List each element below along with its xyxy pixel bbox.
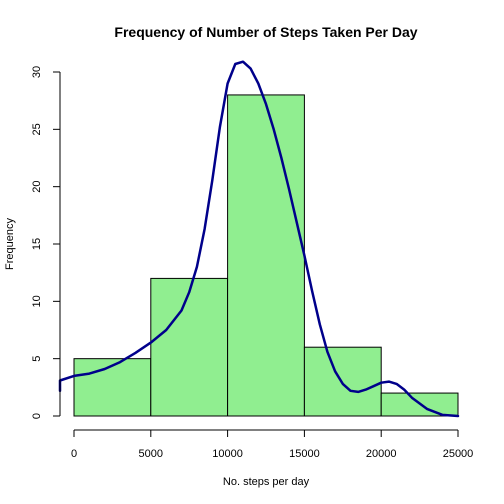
- y-tick-label: 0: [31, 413, 43, 419]
- x-tick-label: 25000: [443, 448, 474, 460]
- x-tick-label: 10000: [212, 448, 243, 460]
- y-axis-label: Frequency: [4, 218, 16, 270]
- y-axis: 0 5 10 15 20 25 30: [31, 66, 61, 419]
- x-axis-label: No. steps per day: [223, 476, 310, 488]
- x-axis: 0 5000 10000 15000 20000 25000: [71, 429, 474, 460]
- histogram-bar-2: [150, 277, 229, 417]
- y-tick-label: 30: [31, 66, 43, 78]
- y-tick-label: 10: [31, 295, 43, 307]
- x-tick-label: 0: [71, 448, 77, 460]
- histogram-bar-3: [227, 94, 305, 417]
- histogram-bar-1: [73, 358, 152, 417]
- y-tick-label: 5: [31, 356, 43, 362]
- bars-group: [73, 94, 459, 417]
- chart-title: Frequency of Number of Steps Taken Per D…: [114, 24, 417, 40]
- y-tick-label: 20: [31, 181, 43, 193]
- x-tick-label: 20000: [366, 448, 397, 460]
- x-tick-label: 15000: [289, 448, 320, 460]
- x-tick-label: 5000: [139, 448, 163, 460]
- y-tick-label: 25: [31, 123, 43, 135]
- density-curve: [58, 60, 460, 418]
- y-tick-label: 15: [31, 238, 43, 250]
